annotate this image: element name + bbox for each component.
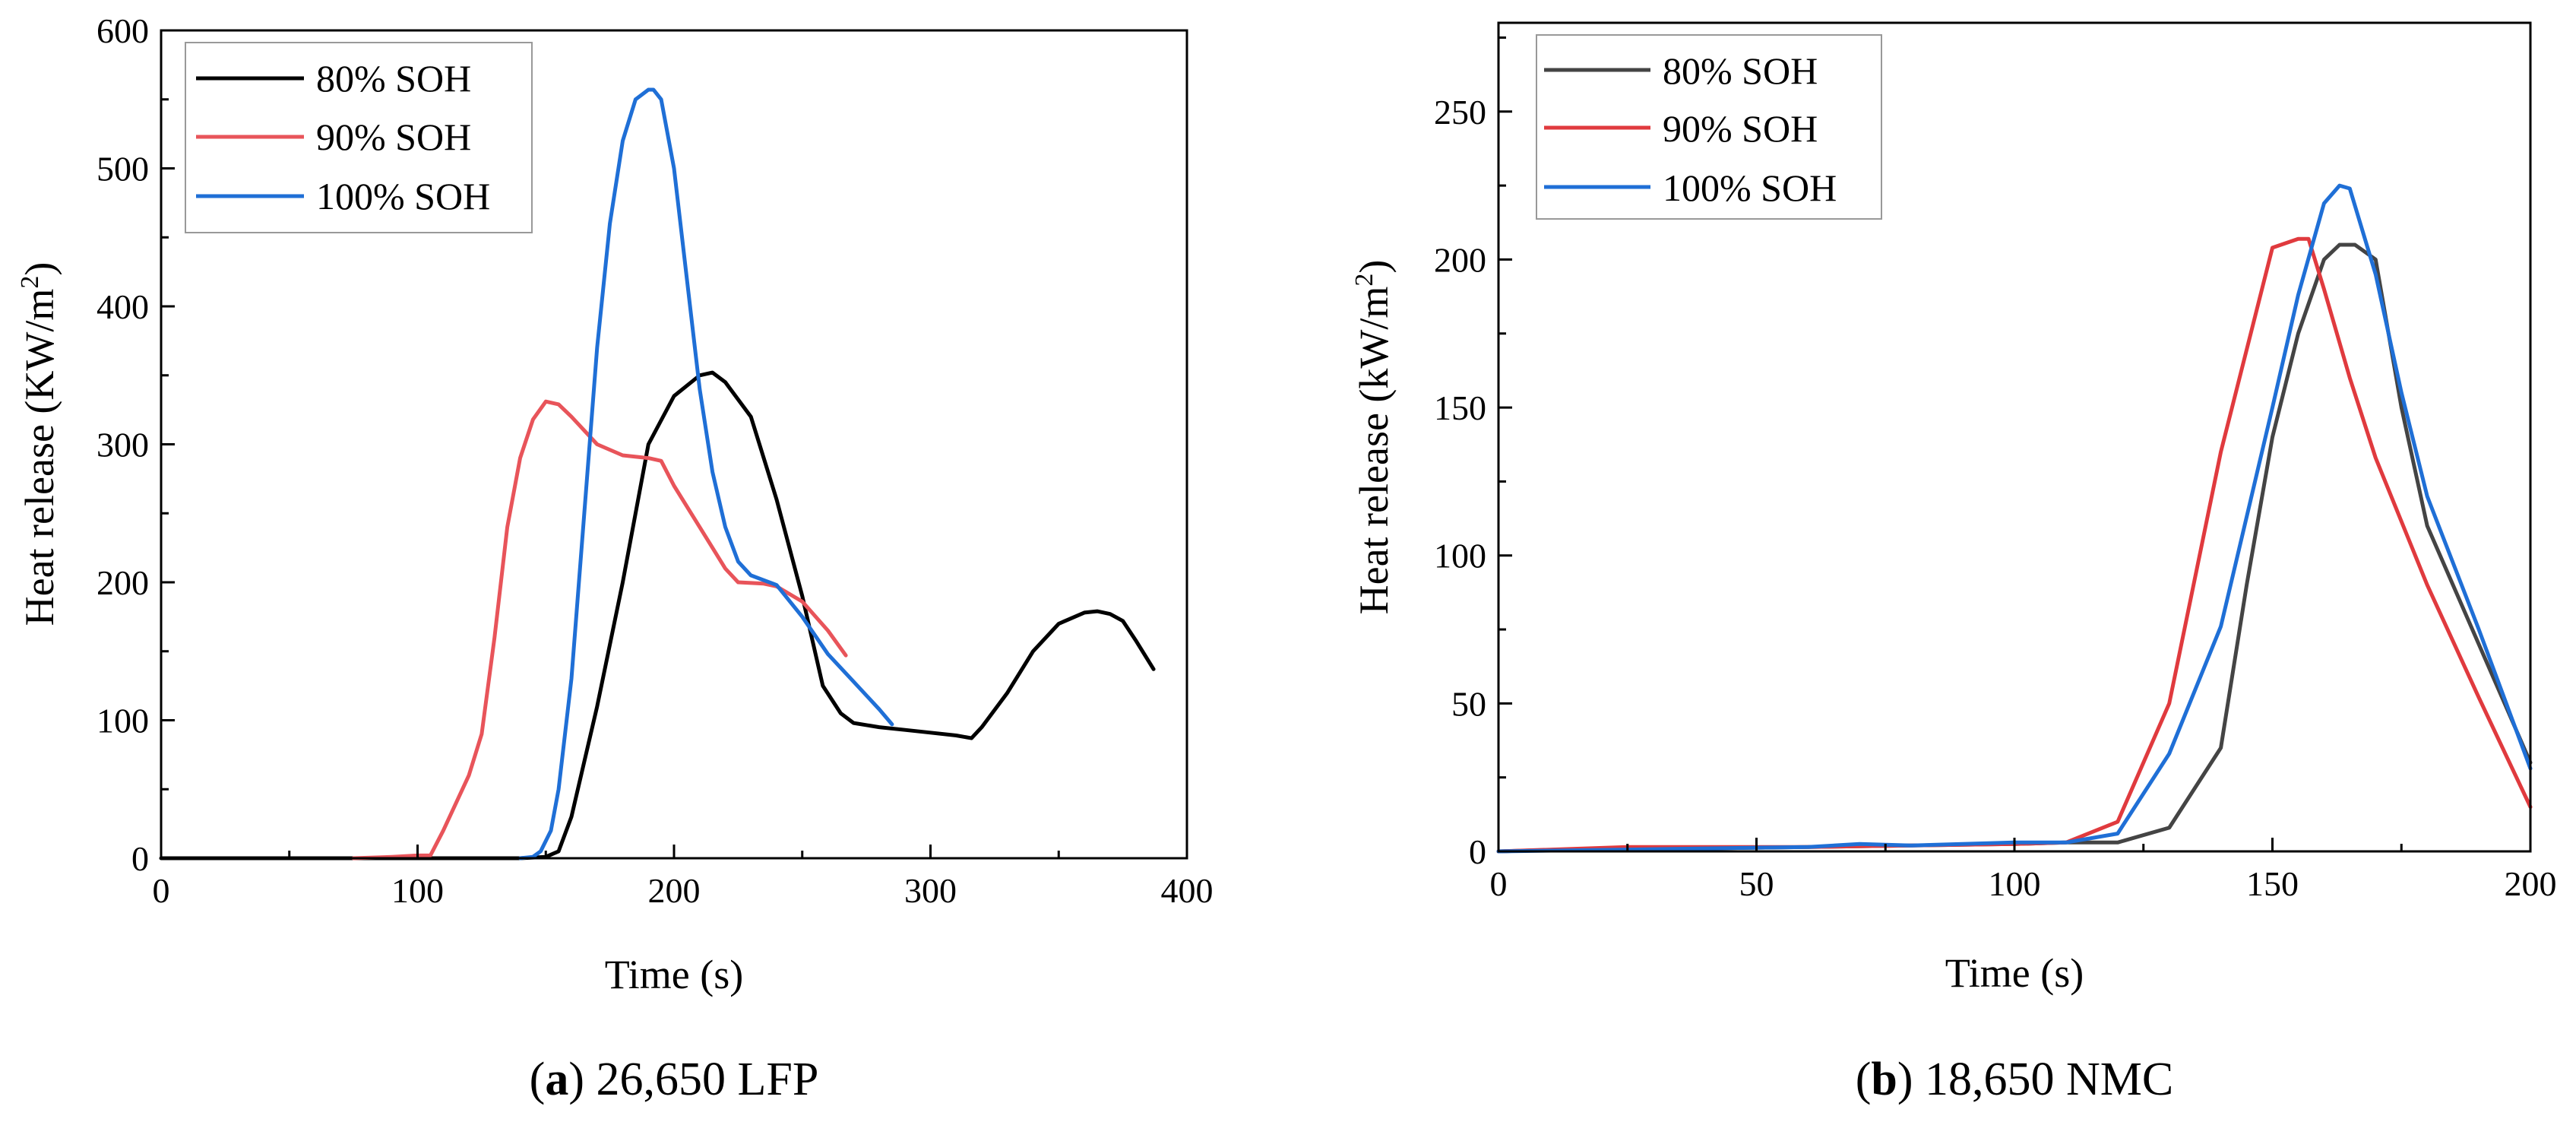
legend-label-90-soh: 90% SOH	[316, 116, 471, 158]
x-tick-label: 0	[1490, 864, 1508, 903]
series-line-100-soh	[518, 87, 894, 861]
y-tick-label: 500	[97, 150, 149, 189]
y-tick-label: 100	[97, 702, 149, 740]
caption-a: (a) 26,650 LFP	[530, 1054, 819, 1105]
series-layer	[1496, 183, 2533, 854]
caption-rest: ) 18,650 NMC	[1897, 1054, 2173, 1105]
y-axis-title-superscript: 2	[1350, 274, 1378, 287]
y-axis-title-close: )	[1351, 260, 1397, 274]
x-tick-label: 100	[1989, 864, 2041, 903]
legend-label-100-soh: 100% SOH	[1663, 166, 1837, 209]
legend-label-90-soh: 90% SOH	[1663, 107, 1818, 150]
y-tick-label: 200	[1434, 240, 1486, 279]
chart-panel-a: 0 100 200 300 400 0 100 200 300 400 500 600 Time (…	[16, 11, 1214, 1105]
y-tick-label: 50	[1451, 684, 1486, 723]
y-tick-label: 400	[97, 287, 149, 326]
legend: 80% SOH 90% SOH 100% SOH	[1536, 34, 1882, 220]
x-tick-label: 200	[648, 871, 701, 910]
x-axis-title: Time (s)	[1945, 950, 2084, 996]
y-axis-ticks: 0 100 200 300 400 500 600	[97, 11, 175, 878]
caption-letter: a	[545, 1054, 568, 1105]
caption-open: (	[530, 1054, 546, 1105]
x-tick-label: 100	[391, 871, 444, 910]
y-tick-label: 0	[1469, 832, 1486, 871]
y-tick-label: 0	[131, 839, 149, 878]
series-line-100-soh	[1496, 183, 2533, 854]
caption-open: (	[1856, 1054, 1872, 1105]
y-axis-ticks: 0 50 100 150 200 250	[1434, 36, 1512, 871]
chart-panel-b: 0 50 100 150 200 0 50 100 150 200 250 Time (s) He…	[1350, 21, 2557, 1105]
x-tick-label: 0	[153, 871, 170, 910]
x-axis-title: Time (s)	[605, 952, 744, 997]
y-axis-title-superscript: 2	[16, 276, 44, 289]
y-tick-label: 100	[1434, 537, 1486, 575]
y-tick-label: 250	[1434, 93, 1486, 132]
y-axis-title-main: Heat release (KW/m	[17, 289, 62, 626]
series-line-80-soh	[159, 370, 1156, 861]
x-tick-label: 50	[1739, 864, 1774, 903]
y-tick-label: 200	[97, 563, 149, 602]
x-tick-label: 300	[904, 871, 957, 910]
series-line-90-soh	[1496, 236, 2533, 854]
x-axis-ticks: 0 100 200 300 400	[153, 845, 1214, 910]
x-axis-ticks: 0 50 100 150 200	[1490, 838, 2557, 903]
x-tick-label: 200	[2505, 864, 2557, 903]
caption-rest: ) 26,650 LFP	[568, 1054, 818, 1105]
y-tick-label: 600	[97, 11, 149, 50]
y-axis-title: Heat release (kW/m2)	[1350, 260, 1397, 615]
legend-label-100-soh: 100% SOH	[316, 175, 490, 217]
caption-letter: b	[1871, 1054, 1897, 1105]
y-axis-title-close: )	[17, 262, 62, 276]
x-tick-label: 150	[2246, 864, 2299, 903]
y-tick-label: 300	[97, 426, 149, 464]
legend: 80% SOH 90% SOH 100% SOH	[185, 42, 533, 233]
series-line-80-soh	[1496, 242, 2533, 854]
y-axis-title-main: Heat release (kW/m	[1351, 287, 1397, 615]
y-axis-title: Heat release (KW/m2)	[16, 262, 62, 626]
y-tick-label: 150	[1434, 388, 1486, 427]
legend-label-80-soh: 80% SOH	[1663, 49, 1818, 92]
series-layer	[159, 87, 1156, 861]
caption-b: (b) 18,650 NMC	[1856, 1054, 2174, 1105]
legend-label-80-soh: 80% SOH	[316, 57, 471, 100]
x-tick-label: 400	[1161, 871, 1214, 910]
series-line-90-soh	[351, 399, 848, 861]
